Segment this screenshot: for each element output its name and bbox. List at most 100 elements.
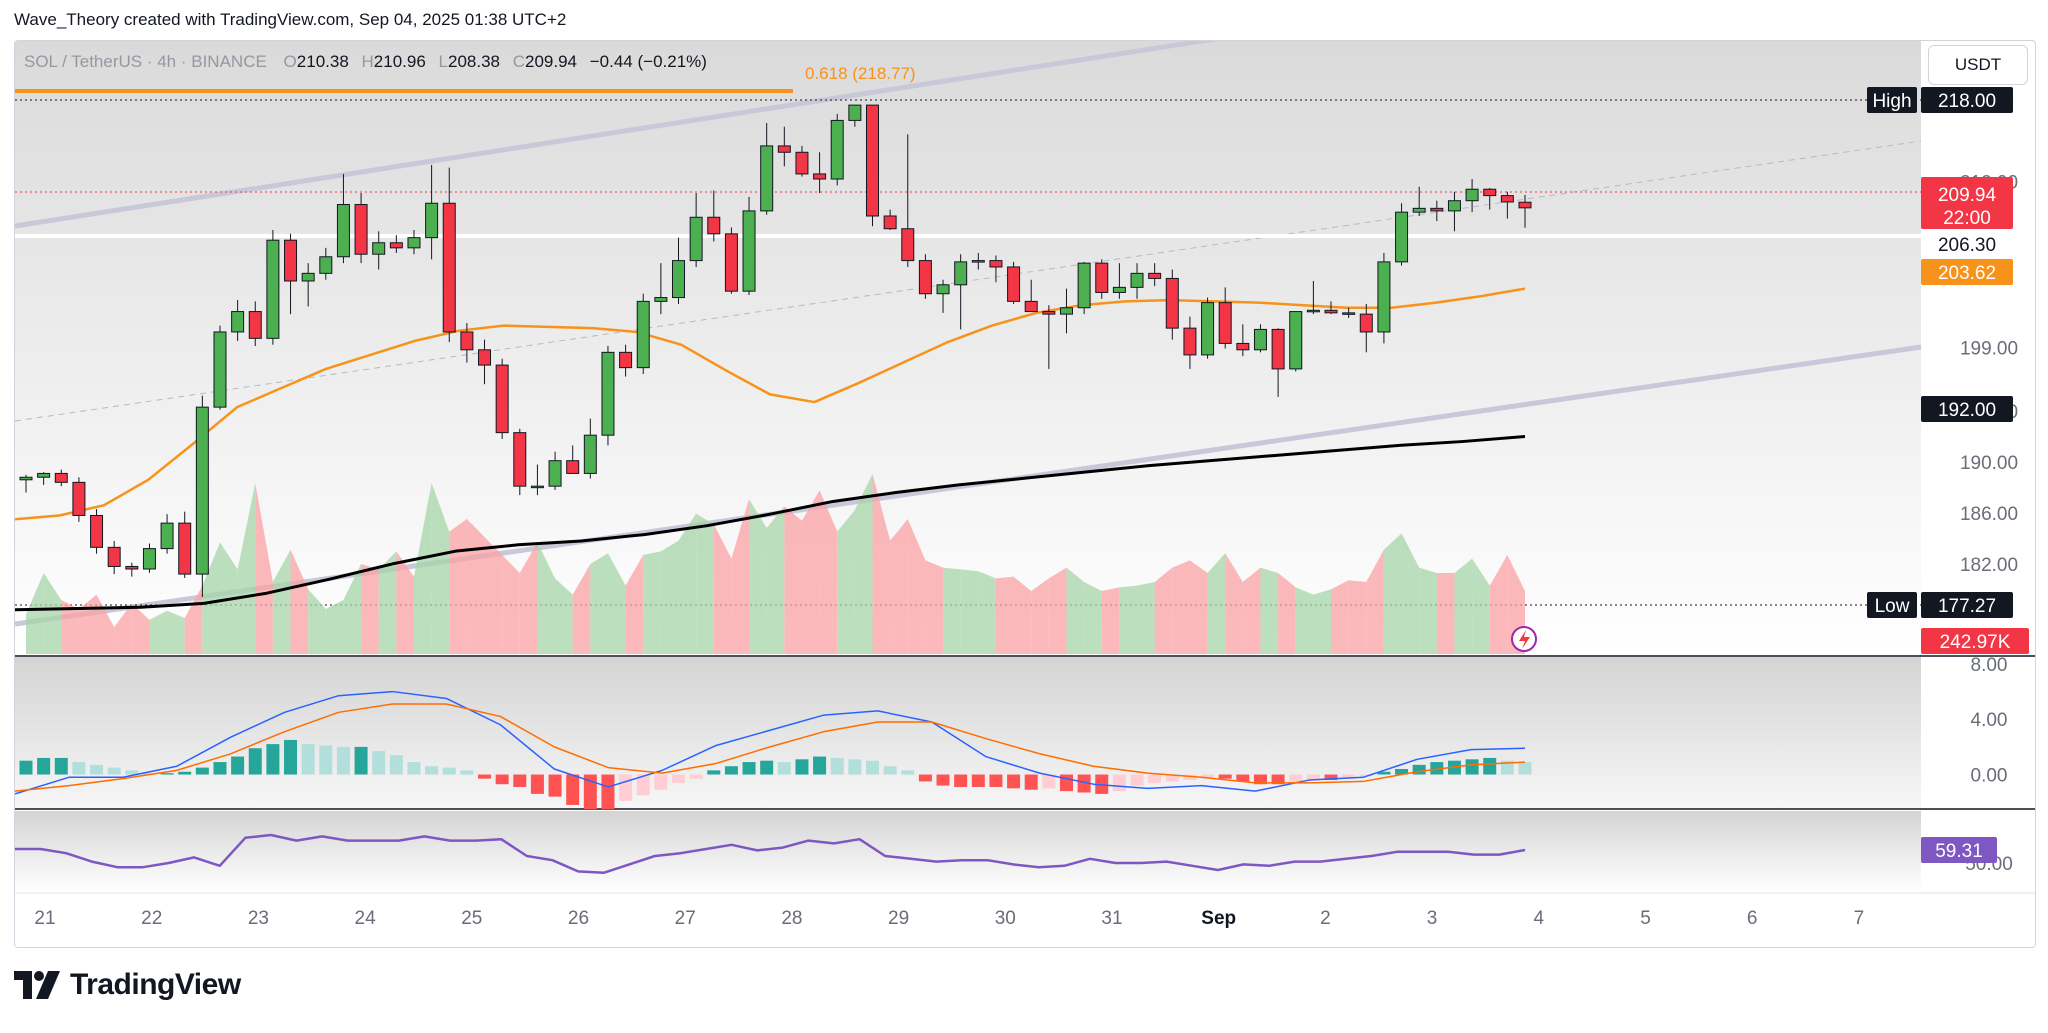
macd-tick-label: 8.00 xyxy=(1971,655,2008,676)
y-tick-label: 182.00 xyxy=(1960,555,2018,576)
chart-frame[interactable]: 0.618 (218.77)182.00186.00190.00194.0019… xyxy=(14,40,2036,948)
candle-body xyxy=(513,432,527,487)
tradingview-logo[interactable]: TradingView xyxy=(14,968,241,1002)
channel-upper-line xyxy=(15,41,1218,229)
candle-body xyxy=(971,260,985,263)
fib-level-label: 0.618 (218.77) xyxy=(805,64,916,83)
macd-histogram-bar xyxy=(707,770,721,775)
volume-area-segment xyxy=(1489,555,1508,654)
volume-area-segment xyxy=(1472,558,1490,654)
volume-area-segment xyxy=(1119,585,1138,654)
macd-histogram-bar xyxy=(883,766,897,775)
macd-tick-label: 4.00 xyxy=(1971,710,2008,731)
macd-histogram-bar xyxy=(160,773,174,775)
macd-histogram-bar xyxy=(1148,774,1162,783)
volume-area-segment xyxy=(1242,567,1261,654)
price-tag-value: 192.00 xyxy=(1938,400,1996,421)
macd-histogram-bar xyxy=(830,757,844,775)
low-label: L xyxy=(438,52,448,71)
x-tick-label: 26 xyxy=(568,908,589,929)
volume-area-segment xyxy=(643,551,661,654)
lightning-bolt xyxy=(1519,630,1530,649)
macd-histogram-bar xyxy=(1271,774,1285,785)
volume-area-segment xyxy=(167,610,185,654)
macd-histogram-bar xyxy=(848,759,862,775)
candle-body xyxy=(19,476,33,481)
macd-histogram-bar xyxy=(389,755,403,775)
candle-body xyxy=(566,460,580,474)
change-value: −0.44 (−0.21%) xyxy=(589,52,707,71)
y-tick-label: 190.00 xyxy=(1960,453,2018,474)
volume-area-segment xyxy=(625,555,644,654)
volume-area-segment xyxy=(325,600,344,654)
candle-body xyxy=(1412,207,1426,213)
macd-histogram-bar xyxy=(90,764,104,775)
volume-area-segment xyxy=(1278,573,1296,654)
x-tick-label: 27 xyxy=(675,908,696,929)
volume-area-segment xyxy=(361,564,379,654)
low-value: 208.38 xyxy=(448,52,500,71)
rsi-line xyxy=(15,833,1526,875)
macd-histogram-bar xyxy=(1165,774,1179,782)
macd-histogram-bar xyxy=(1236,774,1250,782)
candle-body xyxy=(142,548,156,570)
macd-histogram-bar xyxy=(72,762,86,775)
macd-histogram-bar xyxy=(1412,764,1426,775)
macd-histogram-bar xyxy=(442,767,456,775)
candle-body xyxy=(848,104,862,121)
macd-histogram-bar xyxy=(601,774,615,810)
macd-histogram-bar xyxy=(460,770,474,775)
volume-area-segment xyxy=(607,553,626,654)
macd-histogram-bar xyxy=(54,757,68,775)
candle-body xyxy=(865,104,879,217)
x-tick-label: 6 xyxy=(1747,908,1758,929)
macd-histogram-bar xyxy=(936,774,950,786)
candle-body xyxy=(1165,277,1179,329)
x-tick-label: 29 xyxy=(888,908,909,929)
macd-histogram-bar xyxy=(284,739,298,775)
candle-body xyxy=(601,351,615,436)
volume-area-segment xyxy=(1101,587,1120,654)
candle-body xyxy=(707,216,721,235)
volume-area-segment xyxy=(819,490,838,654)
macd-histogram-bar xyxy=(1430,762,1444,775)
currency-button[interactable]: USDT xyxy=(1928,45,2028,85)
candle-body xyxy=(372,242,386,255)
volume-area-segment xyxy=(1348,580,1367,654)
candle-body xyxy=(795,151,809,175)
candle-body xyxy=(1500,195,1514,203)
volume-area-segment xyxy=(572,564,591,654)
volume-area-segment xyxy=(731,499,750,654)
x-tick-label: 22 xyxy=(141,908,162,929)
volume-area-segment xyxy=(1154,567,1173,654)
price-tag xyxy=(1921,87,2013,113)
pane-gap xyxy=(15,809,1921,811)
candle-body xyxy=(1342,312,1356,315)
price-tag-value: 203.62 xyxy=(1938,263,1996,284)
candle-body xyxy=(583,434,597,474)
macd-histogram-bar xyxy=(1077,774,1091,793)
macd-histogram-bar xyxy=(1130,774,1144,786)
candle-body xyxy=(1095,262,1109,293)
candle-body xyxy=(1359,313,1373,333)
chart-canvas[interactable]: 0.618 (218.77)182.00186.00190.00194.0019… xyxy=(15,41,2035,947)
volume-area-segment xyxy=(713,524,732,654)
volume-area-segment xyxy=(1313,589,1332,654)
candle-body xyxy=(936,284,950,295)
volume-area-segment xyxy=(1454,558,1473,654)
candle-body xyxy=(1148,272,1162,279)
candle-body xyxy=(107,546,121,567)
volume-area-segment xyxy=(749,499,767,654)
candle-body xyxy=(1218,302,1232,344)
volume-area-segment xyxy=(960,569,979,654)
macd-histogram-bar xyxy=(495,774,509,785)
macd-histogram-bar xyxy=(1289,774,1303,783)
volume-area-segment xyxy=(555,578,573,654)
price-tag-label: High xyxy=(1872,91,1911,112)
macd-histogram-bar xyxy=(989,774,1003,787)
candle-body xyxy=(654,297,668,302)
x-tick-label: 30 xyxy=(995,908,1016,929)
candle-body xyxy=(724,233,738,292)
volume-area-segment xyxy=(1436,573,1455,654)
volume-area-segment xyxy=(1048,567,1067,654)
